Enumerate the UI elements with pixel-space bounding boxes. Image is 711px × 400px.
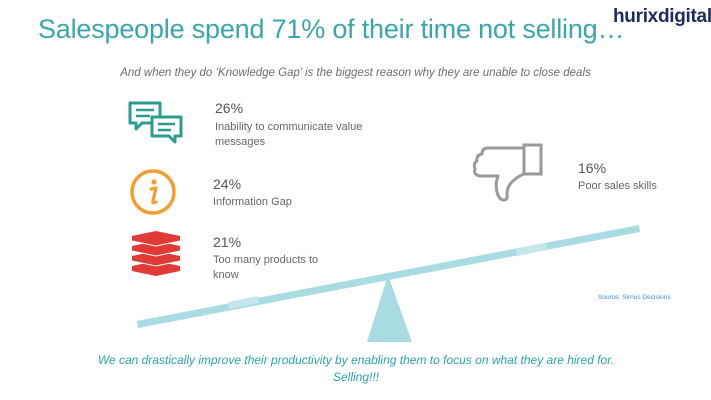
source-citation: Source: Sirrius Decisions — [598, 294, 671, 301]
stat-value-products: 21% — [213, 234, 242, 250]
chat-bubbles-icon — [128, 101, 183, 144]
stat-label-sales-skills: Poor sales skills — [578, 180, 657, 192]
seesaw-fulcrum — [367, 275, 412, 342]
thumbs-down-icon — [472, 143, 543, 202]
footer-line-2: Selling!!! — [332, 370, 380, 384]
stat-value-sales-skills: 16% — [578, 160, 607, 176]
stat-label-products: Too many products to know — [213, 254, 319, 281]
footer-message: We can drastically improve their product… — [60, 352, 652, 386]
stacked-layers-icon — [131, 231, 181, 276]
stat-value-information: 24% — [213, 176, 242, 192]
info-icon — [130, 169, 176, 215]
subtitle: And when they do ‘Knowledge Gap’ is the … — [120, 67, 591, 79]
company-logo: hurixdigital — [613, 6, 711, 27]
stat-label-communication: Inability to communicate value messages — [215, 121, 363, 148]
footer-line-1: We can drastically improve their product… — [97, 353, 615, 367]
seesaw-plank — [137, 225, 640, 328]
page-title: Salespeople spend 71% of their time not … — [38, 14, 625, 44]
stat-value-communication: 26% — [215, 100, 244, 116]
stat-label-information: Information Gap — [213, 196, 292, 208]
